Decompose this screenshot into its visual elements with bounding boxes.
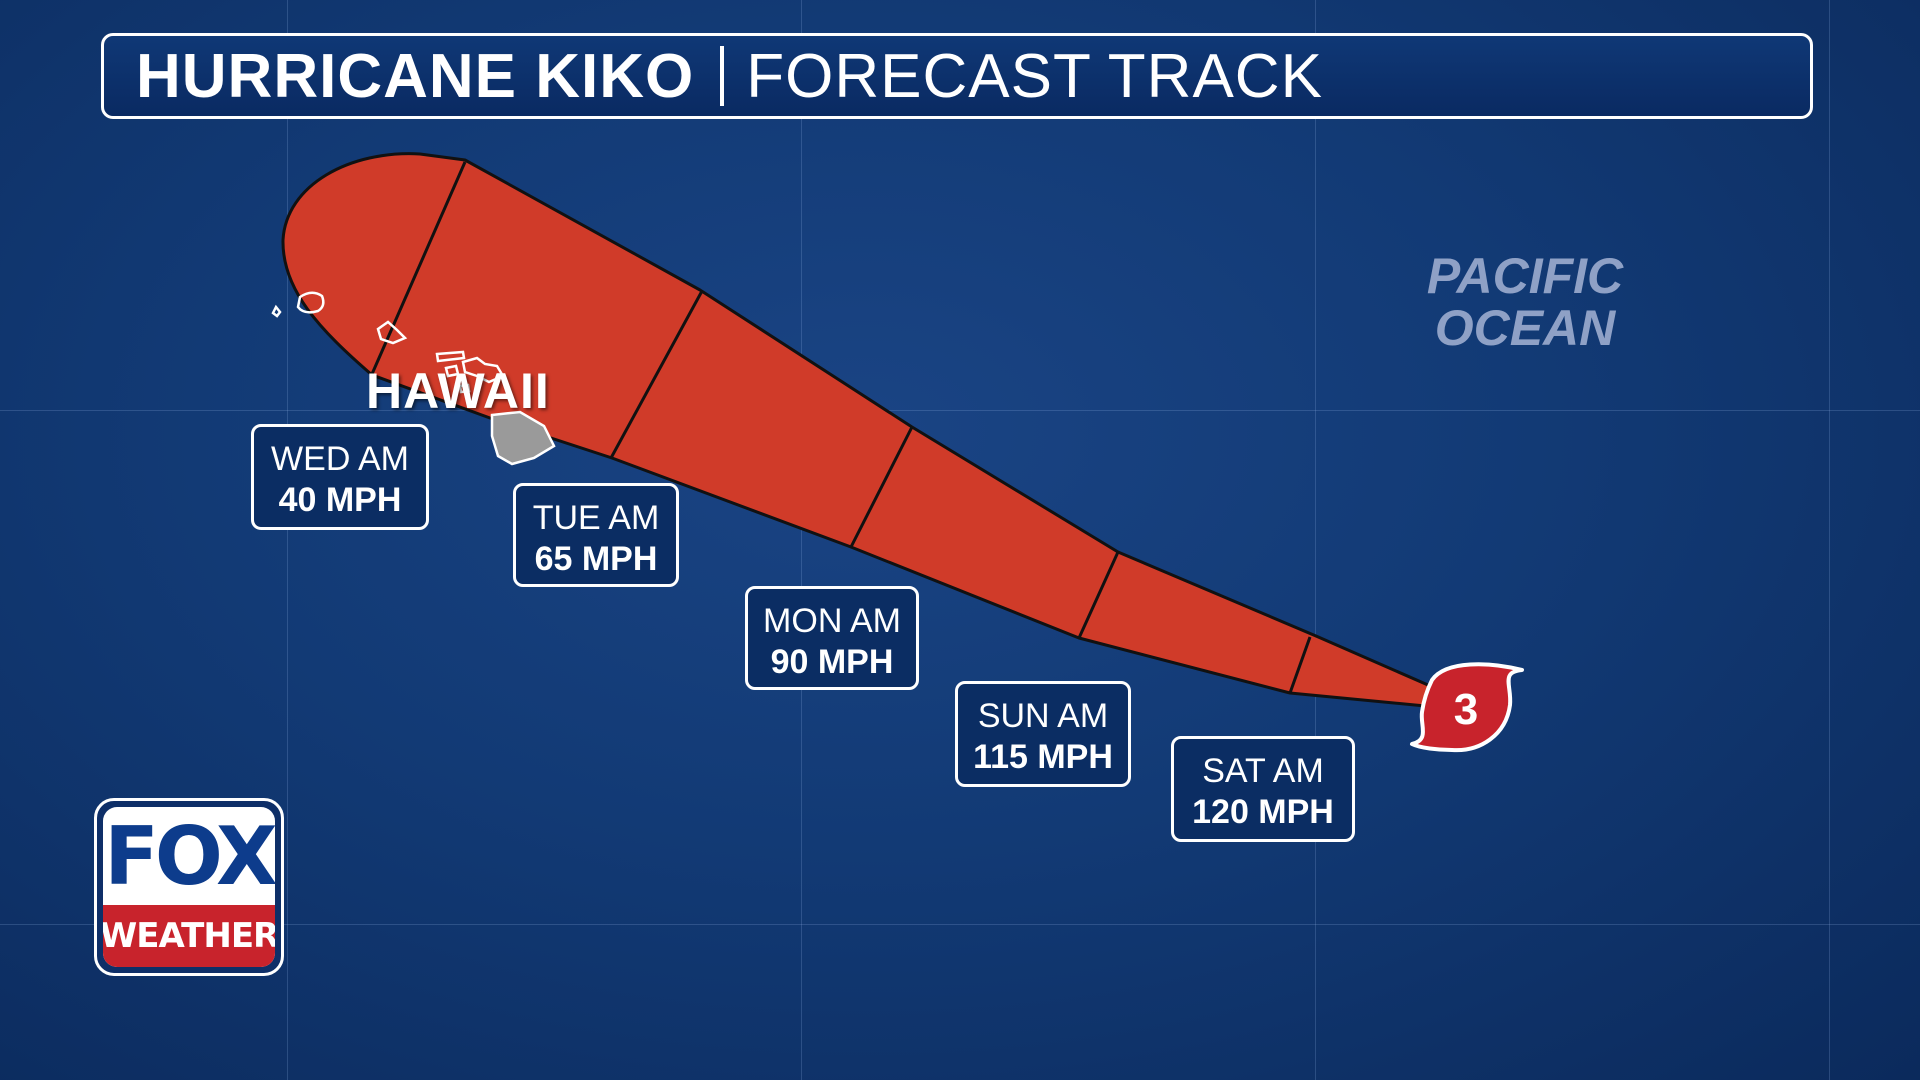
cone-divider bbox=[849, 426, 914, 548]
forecast-box-sat: SAT AM 120 MPH bbox=[1171, 736, 1355, 842]
title-divider bbox=[720, 46, 725, 106]
storm-category-label: 3 bbox=[1454, 685, 1478, 734]
forecast-day: WED AM bbox=[271, 440, 409, 478]
ocean-label-line1: PACIFIC bbox=[1426, 248, 1624, 304]
forecast-day: SUN AM bbox=[977, 697, 1109, 735]
hawaiian-islands bbox=[271, 291, 556, 466]
title-main: HURRICANE KIKO bbox=[136, 41, 695, 111]
forecast-cone bbox=[281, 152, 1492, 714]
grid-line bbox=[287, 0, 288, 1080]
island-oahu bbox=[376, 320, 408, 345]
cone-divider bbox=[370, 161, 467, 375]
cone-divider bbox=[1077, 551, 1120, 639]
forecast-wind: 40 MPH bbox=[278, 481, 402, 519]
cone-divider bbox=[1288, 636, 1312, 694]
island-kauai bbox=[296, 291, 325, 314]
logo-inner: FOX WEATHER bbox=[103, 807, 275, 967]
grid-line bbox=[0, 924, 1920, 925]
forecast-box-tue: TUE AM 65 MPH bbox=[513, 483, 679, 587]
logo-fox-text: FOX bbox=[104, 809, 275, 903]
island-maui bbox=[461, 356, 505, 384]
grid-line bbox=[801, 0, 802, 1080]
hurricane-icon: 3 bbox=[1410, 662, 1524, 753]
forecast-day: SAT AM bbox=[1202, 752, 1324, 790]
ocean-label-line2: OCEAN bbox=[1434, 300, 1616, 356]
fox-weather-logo: FOX WEATHER bbox=[94, 798, 284, 976]
forecast-box-wed: WED AM 40 MPH bbox=[251, 424, 429, 530]
island-molokai bbox=[435, 350, 466, 363]
forecast-day: TUE AM bbox=[532, 499, 660, 537]
forecast-wind: 115 MPH bbox=[973, 738, 1113, 776]
grid-line bbox=[1315, 0, 1316, 1080]
grid-line bbox=[0, 410, 1920, 411]
island-kahoolawe bbox=[458, 383, 471, 394]
island-big-island bbox=[490, 410, 556, 466]
forecast-box-mon: MON AM 90 MPH bbox=[745, 586, 919, 690]
island-lanai bbox=[444, 364, 460, 378]
forecast-wind: 120 MPH bbox=[1192, 793, 1334, 831]
forecast-box-sun: SUN AM 115 MPH bbox=[955, 681, 1131, 787]
forecast-day: MON AM bbox=[763, 602, 901, 640]
place-label-hawaii: HAWAII bbox=[366, 363, 550, 419]
cone-divider bbox=[609, 290, 704, 459]
forecast-wind: 65 MPH bbox=[534, 540, 658, 578]
title-sub: FORECAST TRACK bbox=[746, 41, 1323, 111]
ocean-label: PACIFIC OCEAN bbox=[1400, 250, 1650, 354]
title-bar: HURRICANE KIKO FORECAST TRACK bbox=[101, 33, 1813, 119]
logo-weather-text: WEATHER bbox=[103, 905, 275, 967]
island-niihau bbox=[271, 304, 282, 318]
forecast-wind: 90 MPH bbox=[770, 643, 894, 681]
grid-line bbox=[1829, 0, 1830, 1080]
